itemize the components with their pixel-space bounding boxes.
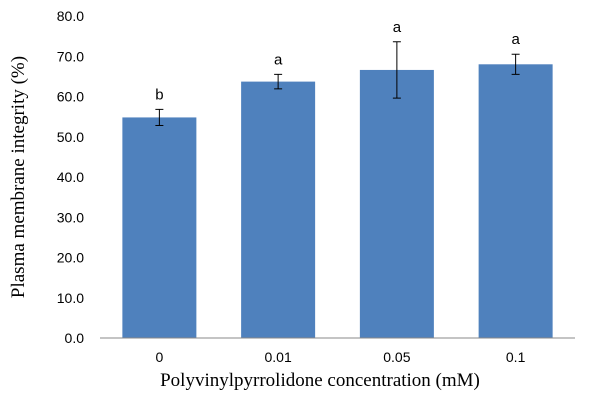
error-bar — [392, 41, 401, 99]
y-axis-ticks: 0.0 10.0 20.0 30.0 40.0 50.0 60.0 70.0 80.0 — [57, 8, 84, 346]
x-tick-label: 0.05 — [383, 349, 410, 365]
y-tick-label: 0.0 — [65, 330, 85, 346]
x-axis-ticks: 0 0.01 0.05 0.1 — [155, 349, 525, 365]
x-tick-label: 0.1 — [506, 349, 526, 365]
bars — [122, 64, 553, 339]
error-bar — [511, 53, 520, 75]
error-bar — [274, 73, 283, 90]
significance-labels: b a a a — [155, 19, 520, 104]
x-tick-label: 0.01 — [265, 349, 292, 365]
significance-label: a — [274, 51, 283, 68]
bar — [122, 117, 197, 339]
error-bars — [155, 41, 520, 126]
x-axis-title: Polyvinylpyrrolidone concentration (mM) — [160, 370, 480, 391]
y-tick-label: 50.0 — [57, 129, 84, 145]
bar — [359, 69, 434, 338]
bar — [478, 64, 553, 339]
y-tick-label: 70.0 — [57, 48, 84, 64]
x-tick-label: 0 — [155, 349, 163, 365]
y-tick-label: 60.0 — [57, 89, 84, 105]
y-tick-label: 30.0 — [57, 209, 84, 225]
significance-label: b — [155, 86, 163, 103]
y-axis-title: Plasma membrane integrity (%) — [8, 56, 29, 298]
y-tick-label: 10.0 — [57, 290, 84, 306]
bar — [241, 81, 316, 339]
error-bar — [155, 108, 164, 126]
y-tick-label: 40.0 — [57, 169, 84, 185]
y-tick-label: 80.0 — [57, 8, 84, 24]
significance-label: a — [511, 31, 520, 48]
significance-label: a — [393, 19, 402, 36]
y-tick-label: 20.0 — [57, 250, 84, 266]
